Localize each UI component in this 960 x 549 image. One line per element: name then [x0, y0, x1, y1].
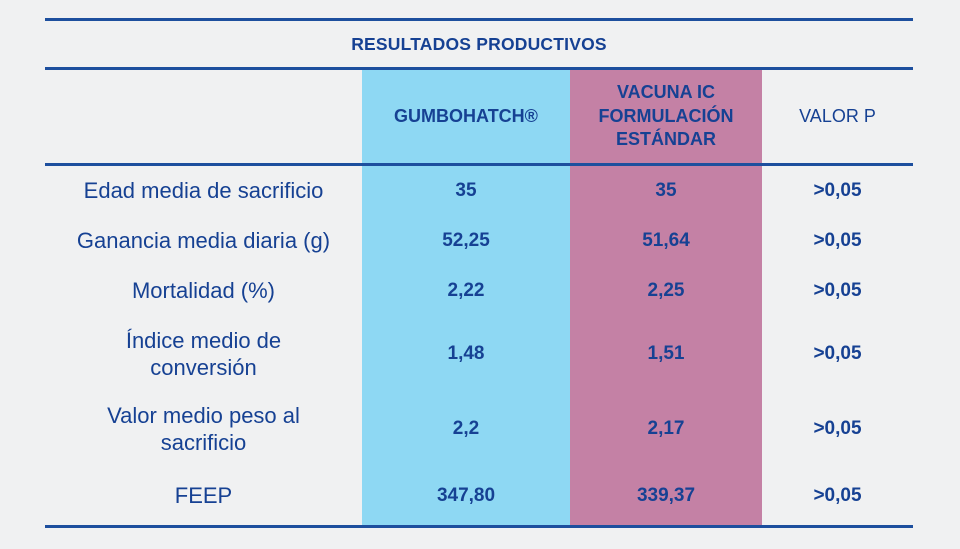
table-title: RESULTADOS PRODUCTIVOS — [351, 33, 607, 54]
value-gumbohatch-ganancia-media: 52,25 — [362, 216, 570, 266]
value-vacuna-indice-conversion: 1,51 — [570, 316, 762, 392]
value-vacuna-ganancia-media: 51,64 — [570, 216, 762, 266]
row-label-peso-sacrificio: Valor medio peso al sacrificio — [107, 402, 300, 456]
value-gumbohatch-indice-conversion: 1,48 — [362, 316, 570, 392]
row-label-mortalidad: Mortalidad (%) — [131, 278, 276, 304]
value-p-feep: >0,05 — [813, 484, 862, 506]
header-cell-vacuna-ic: VACUNA IC FORMULACIÓN ESTÁNDAR — [570, 70, 762, 166]
value-p-mortalidad: >0,05 — [813, 280, 862, 301]
value-gumbohatch-peso-sacrificio: 2,2 — [362, 392, 570, 466]
value-p-edad-media: >0,05 — [813, 180, 862, 201]
row-label-feep: FEEP — [174, 482, 233, 508]
row-label-indice-conversion: Índice medio de conversión — [125, 327, 282, 381]
value-gumbohatch-feep: 347,80 — [362, 466, 570, 525]
value-p-peso-sacrificio: >0,05 — [813, 418, 862, 439]
value-gumbohatch-edad-media: 35 — [362, 166, 570, 216]
column-header-valor-p: VALOR P — [799, 105, 876, 126]
header-cell-metric — [45, 70, 362, 166]
value-vacuna-mortalidad: 2,25 — [570, 266, 762, 316]
row-label-edad-media: Edad media de sacrificio — [83, 178, 324, 204]
table-title-row: RESULTADOS PRODUCTIVOS — [45, 21, 913, 70]
value-gumbohatch-mortalidad: 2,22 — [362, 266, 570, 316]
value-p-indice-conversion: >0,05 — [813, 343, 862, 364]
value-vacuna-peso-sacrificio: 2,17 — [570, 392, 762, 466]
header-cell-gumbohatch: GUMBOHATCH® — [362, 70, 570, 166]
value-vacuna-edad-media: 35 — [570, 166, 762, 216]
results-table: RESULTADOS PRODUCTIVOS GUMBOHATCH® VACUN… — [45, 18, 913, 528]
value-vacuna-feep: 339,37 — [570, 466, 762, 525]
column-header-vacuna-ic: VACUNA IC FORMULACIÓN ESTÁNDAR — [598, 82, 734, 150]
row-label-ganancia-media: Ganancia media diaria (g) — [76, 228, 331, 254]
column-header-gumbohatch: GUMBOHATCH® — [394, 105, 538, 126]
value-p-ganancia-media: >0,05 — [813, 230, 862, 251]
header-cell-valor-p: VALOR P — [762, 70, 913, 166]
table-grid: GUMBOHATCH® VACUNA IC FORMULACIÓN ESTÁND… — [45, 70, 913, 525]
